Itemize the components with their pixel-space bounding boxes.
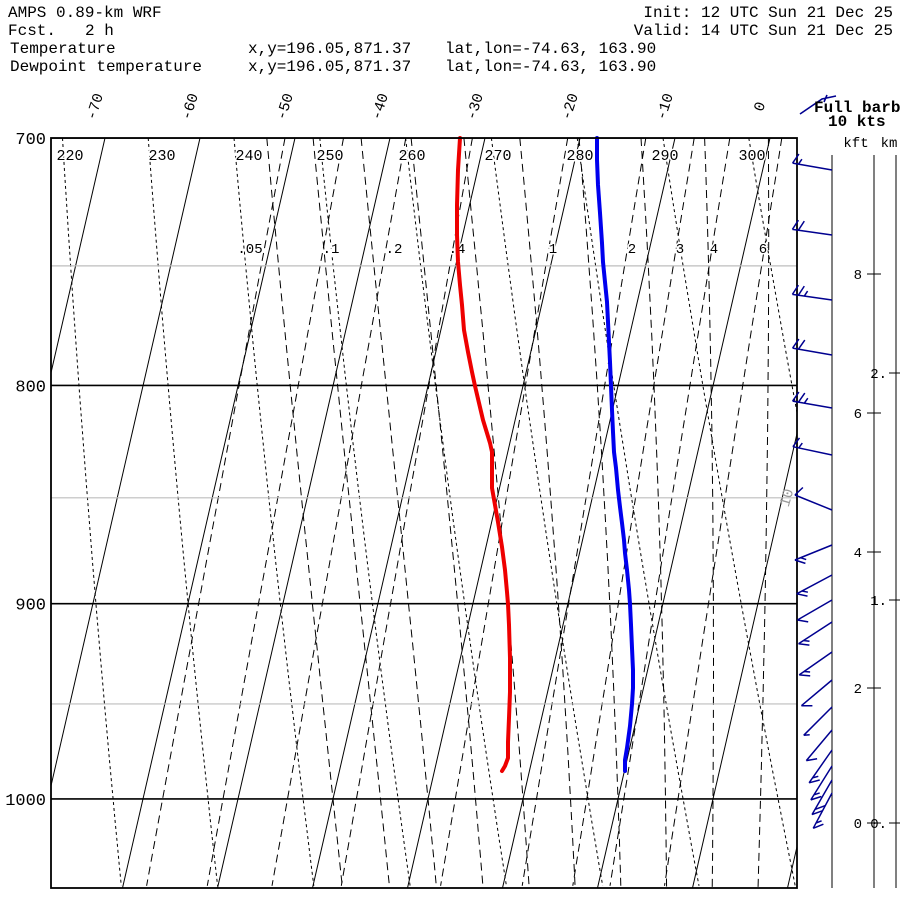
temperature-xy-readout: x,y=196.05,871.37 <box>248 40 412 58</box>
svg-text:0.: 0. <box>870 817 887 833</box>
svg-text:1.: 1. <box>870 594 887 610</box>
plot-frame <box>50 137 798 889</box>
svg-text:250: 250 <box>316 148 343 165</box>
svg-text:2: 2 <box>854 682 862 698</box>
isotherm-axis-labels: -70 -60 -50 -40 -30 -20 -10 0 <box>83 91 770 122</box>
svg-text:km: km <box>881 136 898 152</box>
svg-text:kft: kft <box>843 136 868 152</box>
temperature-curve <box>595 136 635 773</box>
valid-time: Valid: 14 UTC Sun 21 Dec 25 <box>633 22 893 40</box>
svg-text:-20: -20 <box>558 91 583 122</box>
time-block: Init: 12 UTC Sun 21 Dec 25 Valid: 14 UTC… <box>634 4 893 40</box>
fcst-label: Fcst. <box>8 22 57 40</box>
svg-text:800: 800 <box>15 378 46 397</box>
svg-text:230: 230 <box>148 148 175 165</box>
svg-text:1: 1 <box>549 242 557 258</box>
barb-legend-line1: Full barb: <box>814 99 900 117</box>
svg-text:-40: -40 <box>368 91 393 122</box>
svg-text:-10: -10 <box>653 91 678 122</box>
dewpoint-legend-label: Dewpoint temperature <box>10 58 203 76</box>
plot-background: 220 230 240 250 260 270 280 290 300.05.1.2.4 1 2 3 4… <box>51 138 798 888</box>
svg-text:6: 6 <box>759 242 767 258</box>
svg-text:10: 10 <box>777 487 798 509</box>
svg-text:2.: 2. <box>870 367 887 383</box>
dewpoint-curve <box>455 136 512 773</box>
temperature-legend-label: Temperature <box>10 40 116 58</box>
svg-text:-70: -70 <box>83 91 108 122</box>
barb-legend-line2: 10 kts <box>828 113 886 131</box>
svg-text:.1: .1 <box>323 242 340 258</box>
svg-text:1000: 1000 <box>5 792 46 811</box>
svg-text:.2: .2 <box>386 242 403 258</box>
svg-text:4: 4 <box>710 242 718 258</box>
svg-text:300: 300 <box>738 148 765 165</box>
svg-text:3: 3 <box>676 242 684 258</box>
svg-text:270: 270 <box>484 148 511 165</box>
temperature-latlon-readout: lat,lon=-74.63, 163.90 <box>445 40 657 58</box>
svg-text:.05: .05 <box>237 242 262 258</box>
svg-text:6: 6 <box>854 407 862 423</box>
svg-text:0: 0 <box>854 817 862 833</box>
svg-text:240: 240 <box>235 148 262 165</box>
svg-text:4: 4 <box>854 546 862 562</box>
svg-text:-30: -30 <box>463 91 488 122</box>
svg-text:900: 900 <box>15 597 46 616</box>
wind-barbs <box>791 153 833 829</box>
full-barb-icon <box>799 94 837 115</box>
svg-text:0: 0 <box>751 100 770 114</box>
fcst-value: 2 h <box>85 22 114 40</box>
svg-text:220: 220 <box>56 148 83 165</box>
dewpoint-latlon-readout: lat,lon=-74.63, 163.90 <box>445 58 657 76</box>
model-title: AMPS 0.89-km WRF <box>8 4 162 22</box>
sounding-curves <box>455 136 635 773</box>
svg-text:260: 260 <box>398 148 425 165</box>
svg-text:290: 290 <box>651 148 678 165</box>
svg-text:700: 700 <box>15 131 46 150</box>
svg-text:2: 2 <box>628 242 636 258</box>
pressure-axis-labels: 700 800 900 1000 <box>5 131 46 811</box>
svg-text:-50: -50 <box>273 91 298 122</box>
dewpoint-xy-readout: x,y=196.05,871.37 <box>248 58 412 76</box>
init-time: Init: 12 UTC Sun 21 Dec 25 <box>643 4 893 22</box>
svg-text:-60: -60 <box>178 91 203 122</box>
svg-text:280: 280 <box>566 148 593 165</box>
altitude-axes: kft km 8 6 4 2 0 2. 1. 0. <box>831 136 900 888</box>
svg-text:8: 8 <box>854 268 862 284</box>
